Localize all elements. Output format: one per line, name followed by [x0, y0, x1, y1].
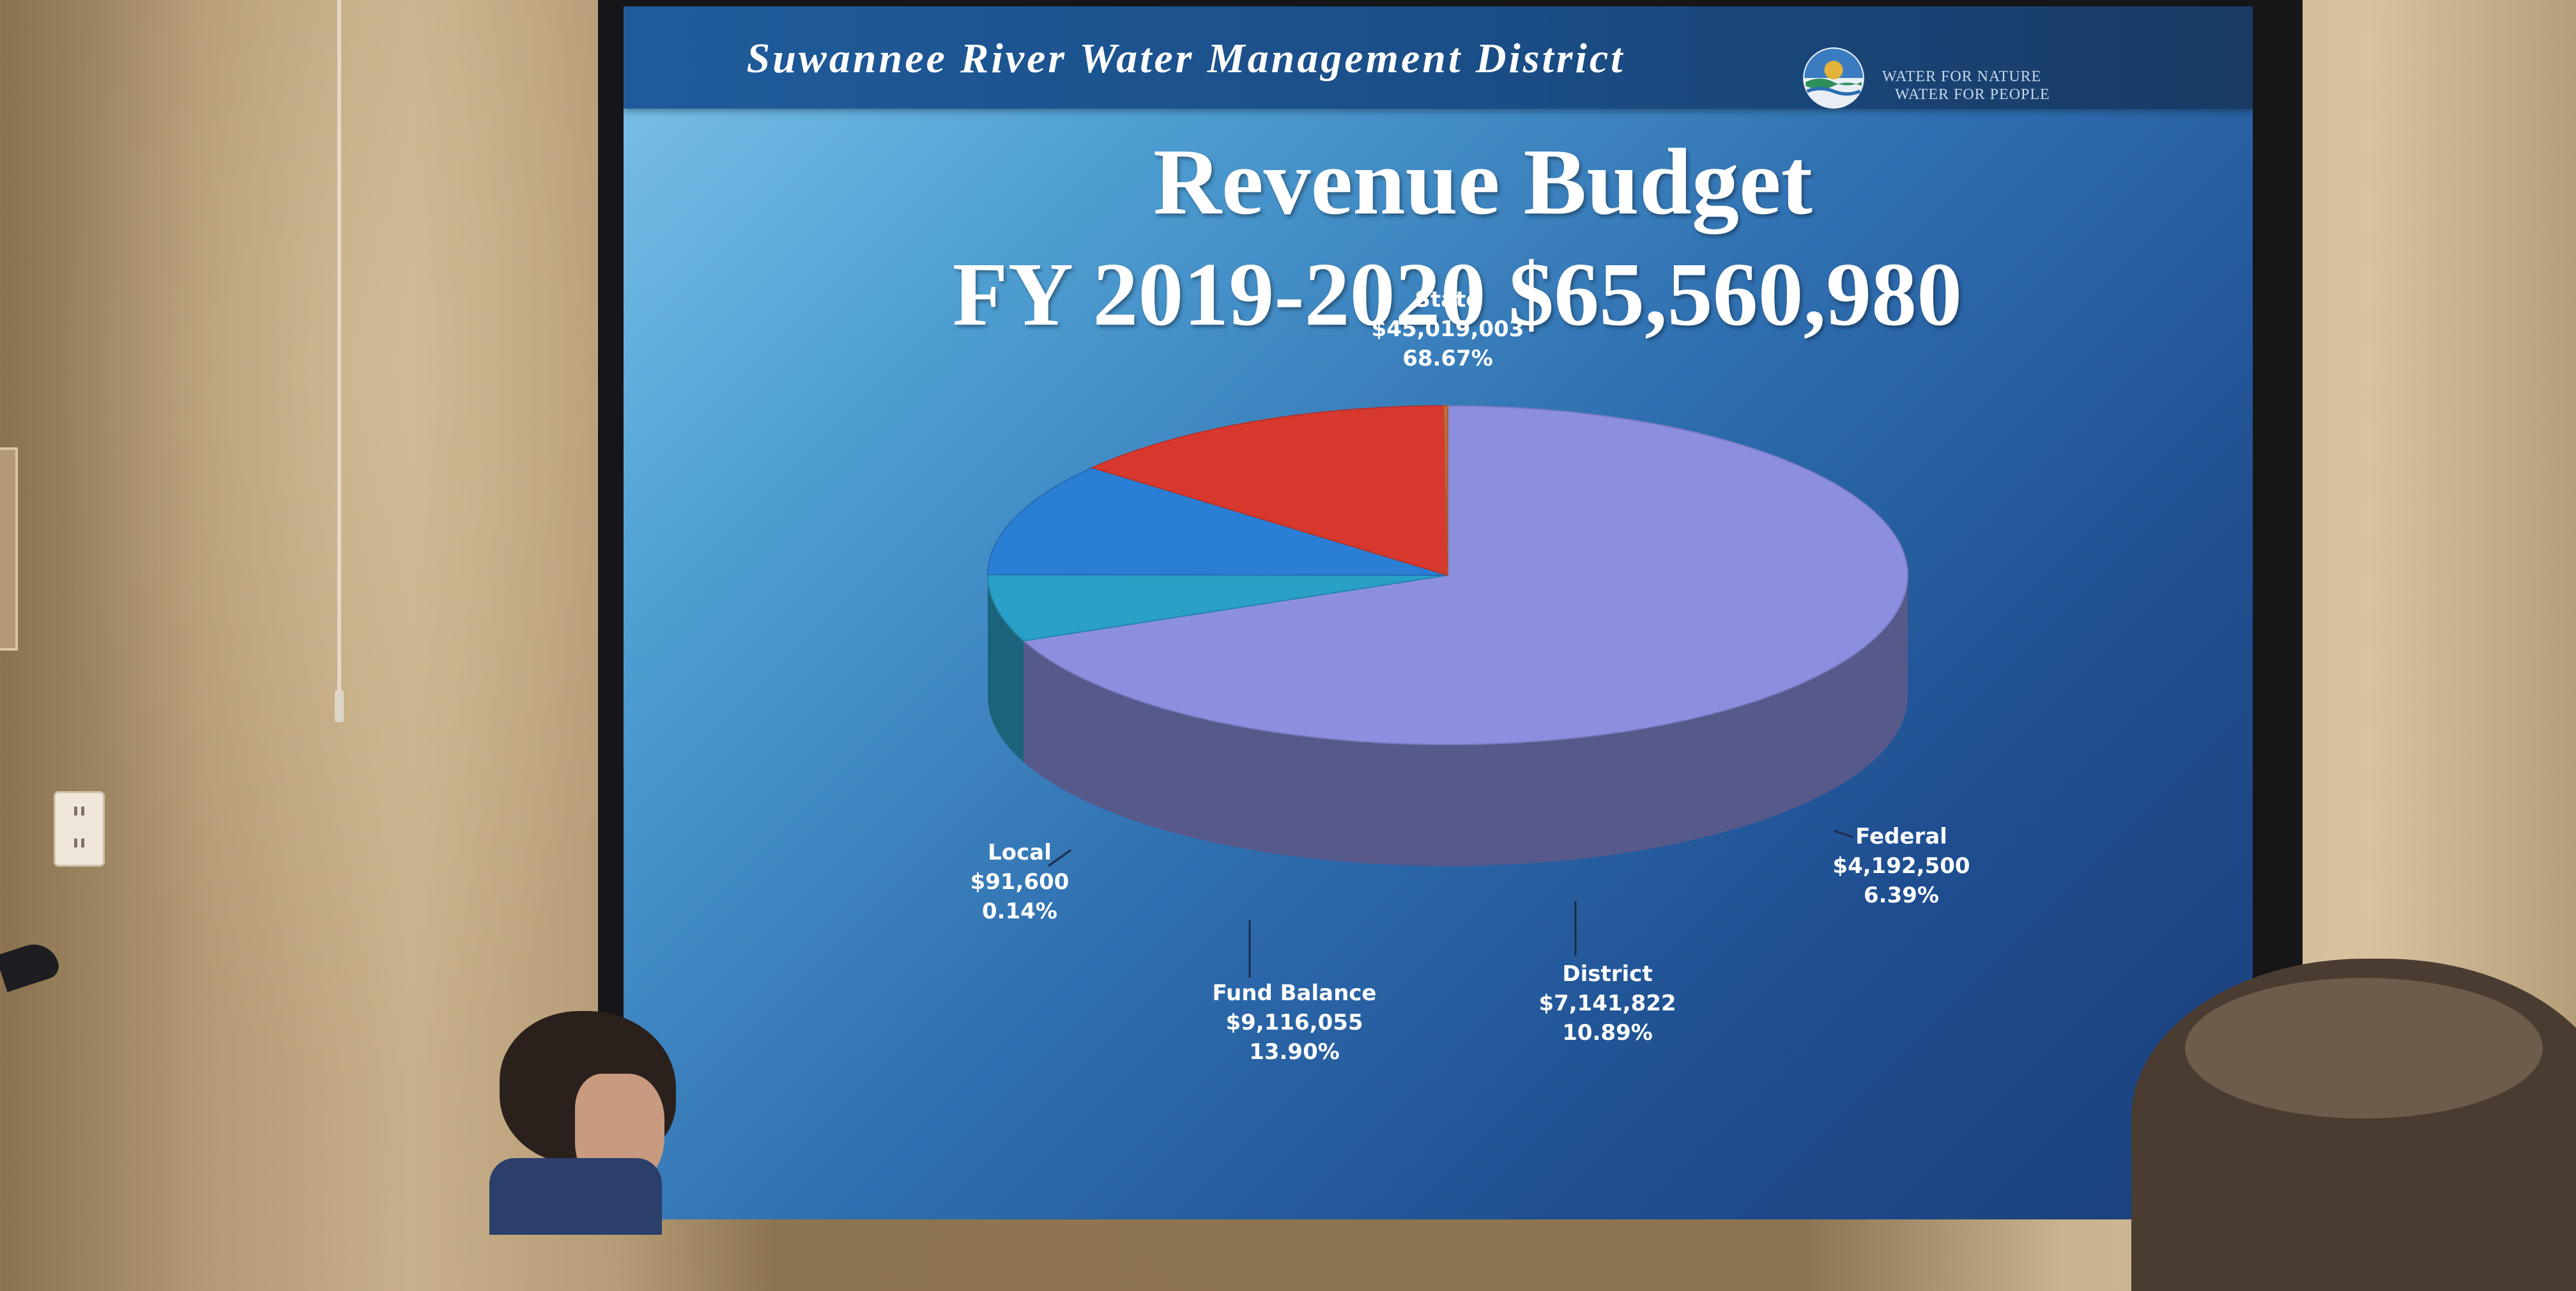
- wall-panel: [0, 447, 18, 651]
- pie-slice-district: [986, 467, 1448, 576]
- pie-label-fund-balance-label: Fund Balance: [1213, 980, 1377, 1006]
- pie-slice-federal: [987, 573, 1448, 642]
- pie-label-federal-percent: 6.39%: [1864, 883, 1939, 908]
- audience-member-left-body: [489, 1158, 662, 1235]
- pie-label-fund-balance-percent: 13.90%: [1249, 1039, 1340, 1065]
- wall-background: [0, 0, 601, 1219]
- pie-label-federal-value: $4,192,500: [1832, 853, 1970, 879]
- pie-leader-line-federal: [1834, 830, 1854, 839]
- projected-slide: Suwannee River Water Management District…: [624, 6, 2253, 1219]
- pie-side-federal: [988, 575, 1024, 762]
- pie-label-district-value: $7,141,822: [1538, 991, 1676, 1016]
- revenue-pie-chart: State $45,019,003 68.67% Federal $4,192,500 6…: [970, 287, 1970, 1065]
- pie-label-district-label: District: [1562, 961, 1652, 987]
- pie-slice-fund-balance: [1091, 405, 1449, 576]
- audience-member-right-hair-highlight: [2185, 978, 2543, 1118]
- district-logo-icon: [1803, 47, 1864, 109]
- slide-title: Revenue Budget: [1153, 130, 1813, 235]
- pie-label-local-label: Local: [988, 840, 1052, 865]
- logo-tagline-line1: WATER FOR NATURE: [1882, 68, 2042, 85]
- power-outlet-icon: [54, 791, 105, 867]
- pie-label-state-percent: 68.67%: [1402, 346, 1493, 371]
- logo-tagline-line2: WATER FOR PEOPLE: [1895, 86, 2050, 103]
- pie-label-local-value: $91,600: [970, 869, 1070, 895]
- pie-label-district-percent: 10.89%: [1562, 1020, 1653, 1046]
- pie-label-fund-balance-value: $9,116,055: [1225, 1010, 1363, 1035]
- cord-end: [335, 690, 344, 722]
- pie-leader-line-local: [1048, 849, 1071, 867]
- pie-label-state-value: $45,019,003: [1372, 316, 1524, 342]
- header-banner: Suwannee River Water Management District…: [624, 6, 2253, 109]
- logo-tagline: WATER FOR NATURE WATER FOR PEOPLE: [1882, 68, 2074, 104]
- hanging-cord: [337, 0, 341, 722]
- pie-label-federal-label: Federal: [1855, 824, 1947, 849]
- pie-side-state: [1023, 575, 1908, 867]
- slide-subtitle: FY 2019-2020 $65,560,980: [952, 244, 1963, 344]
- pie-label-local-percent: 0.14%: [982, 899, 1057, 924]
- pie-label-state-label: State: [1415, 287, 1481, 313]
- district-name: Suwannee River Water Management District: [746, 35, 1625, 82]
- pie-slice-local: [1443, 405, 1448, 576]
- pie-slice-state: [1022, 405, 1908, 745]
